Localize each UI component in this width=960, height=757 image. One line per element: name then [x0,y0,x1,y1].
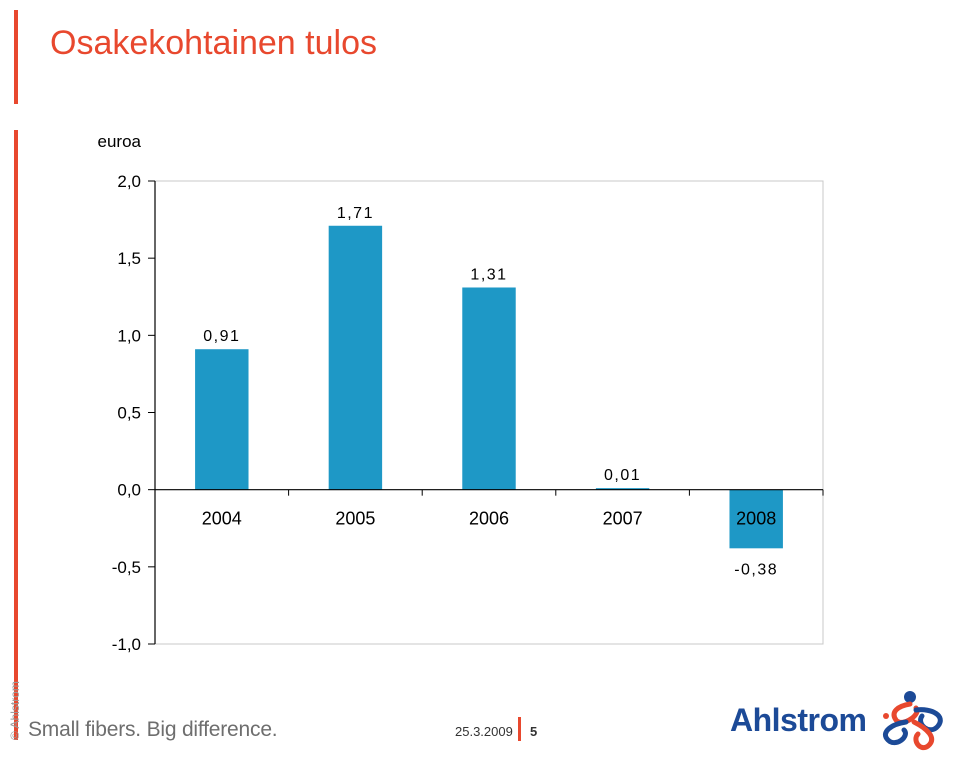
y-tick-label: 1,0 [117,326,141,345]
content-accent-bar [14,130,18,740]
category-label-2007: 2007 [603,509,643,529]
bar-2008 [729,489,783,549]
bar-2007 [595,488,650,490]
y-tick-label: 0,5 [117,404,141,423]
ahlstrom-logo-icon [882,691,943,750]
y-tick-label: -0,5 [112,558,141,577]
tagline: Small fibers. Big difference. [28,718,278,741]
data-label-2004: 0,91 [203,328,240,345]
brand-wordmark: Ahlstrom [730,702,867,738]
category-label-2006: 2006 [469,509,509,529]
category-labels: 2004 2005 2006 2007 2008 [202,509,776,529]
bar-2005 [328,225,383,490]
title-accent-bar [14,10,18,104]
page-title: Osakekohtainen tulos [50,24,377,62]
page-number: 5 [530,724,538,739]
data-label-2005: 1,71 [337,205,374,222]
category-axis [154,181,824,644]
y-tick-label: 1,5 [117,249,141,268]
value-labels: 0,91 1,71 1,31 0,01 -0,38 [203,205,778,579]
bar-chart: euroa 2,0 1,5 1,0 0,5 0,0 -0,5 -1,0 0,91 1,71 1,… [98,132,824,654]
data-label-2007: 0,01 [604,467,641,484]
y-tick-label: 2,0 [117,172,141,191]
copyright-notice: © Ahlstrom [8,681,22,740]
y-tick-label: 0,0 [117,481,141,500]
category-label-2005: 2005 [335,509,375,529]
footer-separator [518,717,521,741]
y-tick-label: -1,0 [112,635,141,654]
category-label-2004: 2004 [202,509,242,529]
data-label-2008: -0,38 [734,561,778,578]
category-label-2008: 2008 [736,509,776,529]
y-axis-unit-label: euroa [98,132,142,151]
footer-date: 25.3.2009 [455,724,513,739]
data-label-2006: 1,31 [470,266,507,283]
y-axis-ticks: 2,0 1,5 1,0 0,5 0,0 -0,5 -1,0 [112,172,155,654]
bar-2004 [195,349,249,490]
bar-series [195,225,783,549]
bar-2006 [462,287,516,490]
